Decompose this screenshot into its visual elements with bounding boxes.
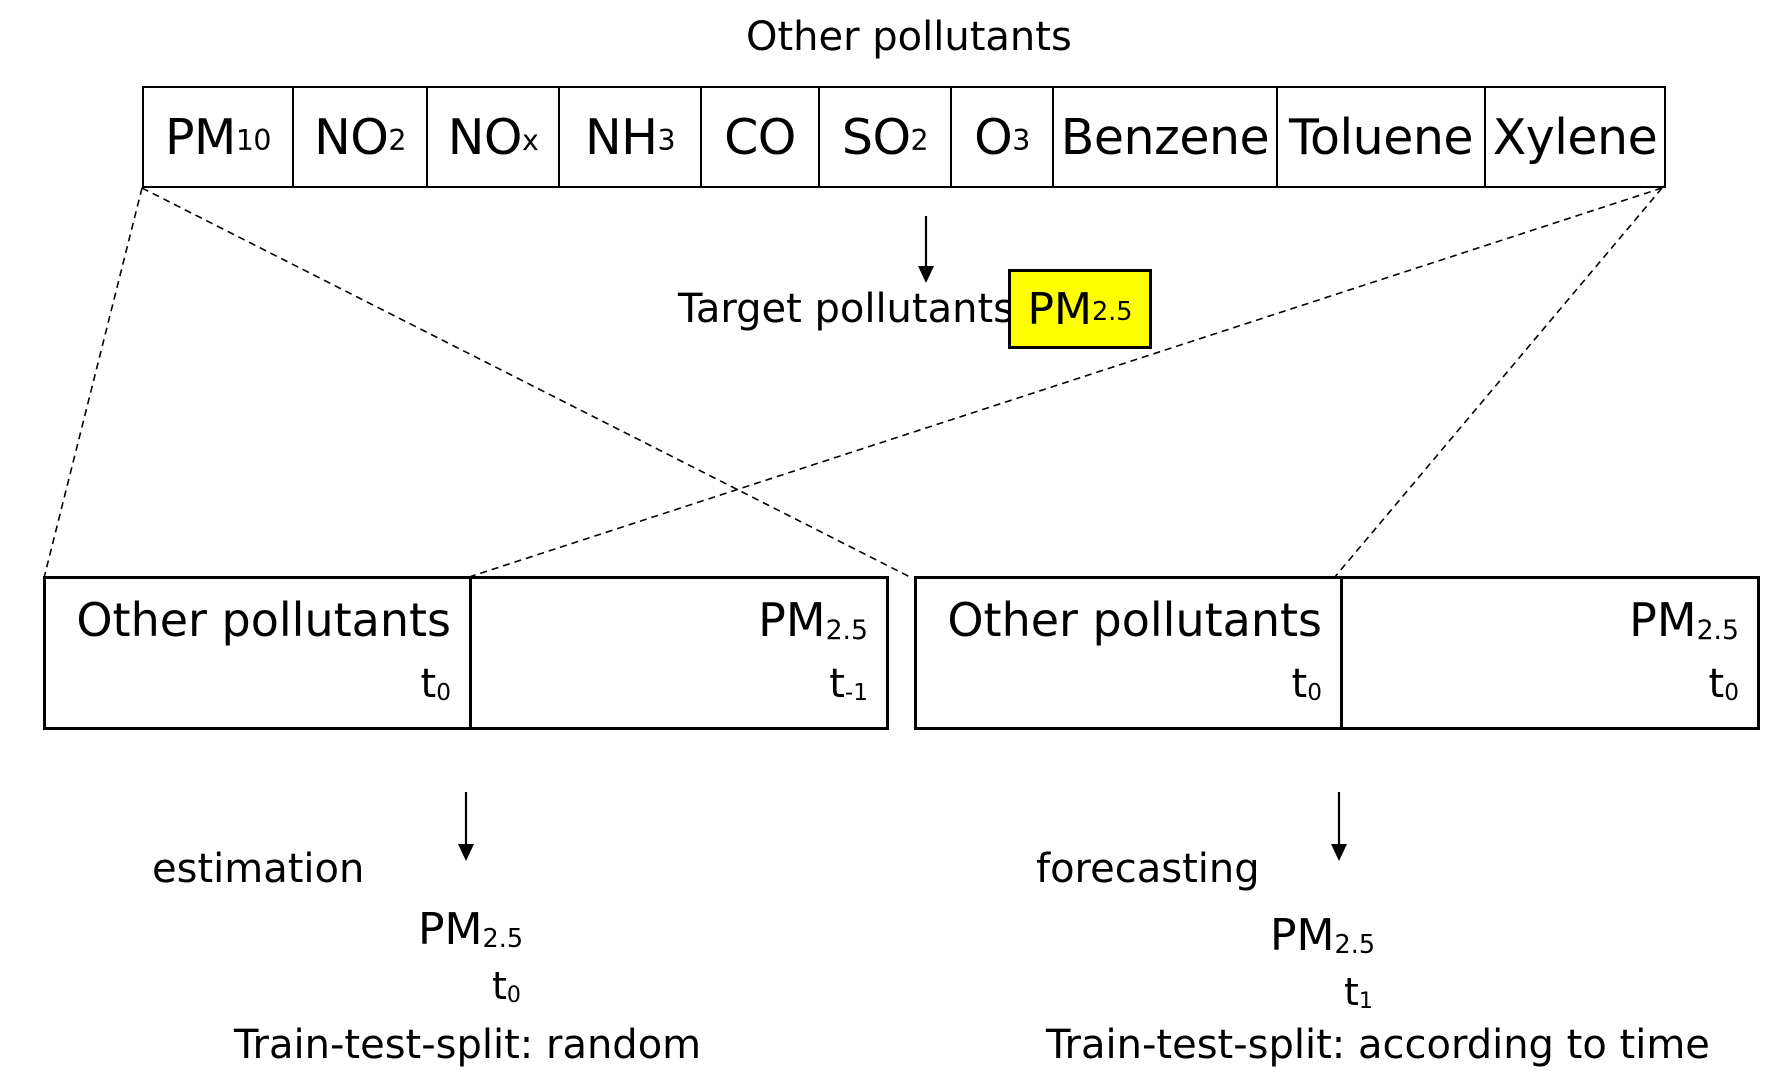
estimation-target-time: t-1	[829, 661, 868, 707]
arrow-to-target-head	[918, 266, 934, 283]
dashed-line-right-to-left	[465, 187, 1663, 579]
forecasting-target-label: PM2.5	[1629, 593, 1739, 647]
estimation-result-label: PM2.5	[418, 904, 524, 955]
pollutant-cell: NO x	[428, 88, 560, 186]
forecasting-window: Other pollutants t0 PM2.5 t0	[914, 576, 1760, 730]
estimation-target-label: PM2.5	[758, 593, 868, 647]
estimation-window: Other pollutants t0 PM2.5 t-1	[43, 576, 889, 730]
pollutant-cell: SO 2	[820, 88, 952, 186]
forecasting-inputs-time: t0	[1291, 661, 1322, 707]
arrow-left-head	[458, 844, 474, 861]
dashed-line-left-to-left	[43, 187, 143, 579]
forecasting-inputs-label: Other pollutants	[947, 593, 1322, 647]
pollutant-cell: NO 2	[294, 88, 428, 186]
estimation-inputs-label: Other pollutants	[76, 593, 451, 647]
pollutant-cell: CO	[702, 88, 820, 186]
forecasting-target-time: t0	[1708, 661, 1739, 707]
forecasting-label: forecasting	[1036, 846, 1260, 892]
forecasting-split-label: Train-test-split: according to time	[1046, 1022, 1710, 1068]
other-pollutants-title: Other pollutants	[746, 14, 1072, 60]
estimation-target-pane: PM2.5 t-1	[469, 579, 886, 727]
estimation-inputs-time: t0	[420, 661, 451, 707]
pollutant-cell: PM 10	[144, 88, 294, 186]
estimation-split-label: Train-test-split: random	[234, 1022, 702, 1068]
pollutant-cell: NH 3	[560, 88, 702, 186]
dashed-line-left-to-right	[141, 187, 913, 579]
pollutant-cell: Xylene	[1492, 108, 1658, 166]
dashed-line-right-to-right	[1333, 187, 1663, 579]
target-pm25-box: PM 2.5	[1008, 269, 1152, 349]
arrow-right-head	[1331, 844, 1347, 861]
pollutant-cell: Benzene	[1054, 88, 1278, 186]
estimation-inputs-pane: Other pollutants t0	[46, 579, 469, 727]
target-pollutants-label: Target pollutants	[678, 286, 1014, 332]
forecasting-target-pane: PM2.5 t0	[1340, 579, 1757, 727]
estimation-result-time: t0	[492, 964, 521, 1008]
estimation-label: estimation	[152, 846, 365, 892]
forecasting-inputs-pane: Other pollutants t0	[917, 579, 1340, 727]
forecasting-result-label: PM2.5	[1270, 910, 1376, 961]
pollutant-cell: Toluene	[1278, 88, 1486, 186]
forecasting-result-time: t1	[1344, 970, 1373, 1014]
